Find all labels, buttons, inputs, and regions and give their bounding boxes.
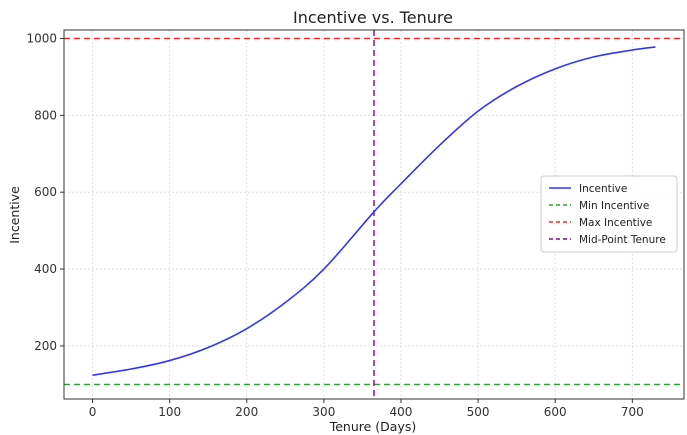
x-tick-label: 400 <box>390 405 413 419</box>
y-tick-label: 1000 <box>26 31 57 45</box>
x-tick-label: 500 <box>467 405 490 419</box>
ticks: 0 100 200 300 400 500 600 700 200 400 600 800 1000 <box>26 31 643 419</box>
legend: Incentive Min Incentive Max Incentive Mid-P… <box>540 175 678 253</box>
x-tick-label: 0 <box>89 405 97 419</box>
x-tick-label: 300 <box>312 405 335 419</box>
incentive-line <box>92 46 656 376</box>
x-axis-label: Tenure (Days) <box>329 419 417 434</box>
y-axis-label: Incentive <box>7 186 22 244</box>
legend-box <box>540 175 678 253</box>
plot-frame <box>63 29 685 400</box>
legend-label-incentive: Incentive <box>579 183 627 195</box>
legend-label-max-incentive: Max Incentive <box>579 217 652 229</box>
series-lines <box>92 46 656 376</box>
x-tick-label: 100 <box>158 405 181 419</box>
legend-label-mid-point-tenure: Mid-Point Tenure <box>579 234 666 246</box>
chart-title: Incentive vs. Tenure <box>293 8 453 27</box>
y-tick-label: 200 <box>34 339 57 353</box>
x-tick-label: 200 <box>235 405 258 419</box>
x-tick-label: 600 <box>544 405 567 419</box>
reference-lines <box>64 30 684 399</box>
y-tick-label: 600 <box>34 185 57 199</box>
legend-label-min-incentive: Min Incentive <box>579 200 649 212</box>
x-tick-label: 700 <box>621 405 644 419</box>
y-tick-label: 400 <box>34 262 57 276</box>
y-tick-label: 800 <box>34 108 57 122</box>
